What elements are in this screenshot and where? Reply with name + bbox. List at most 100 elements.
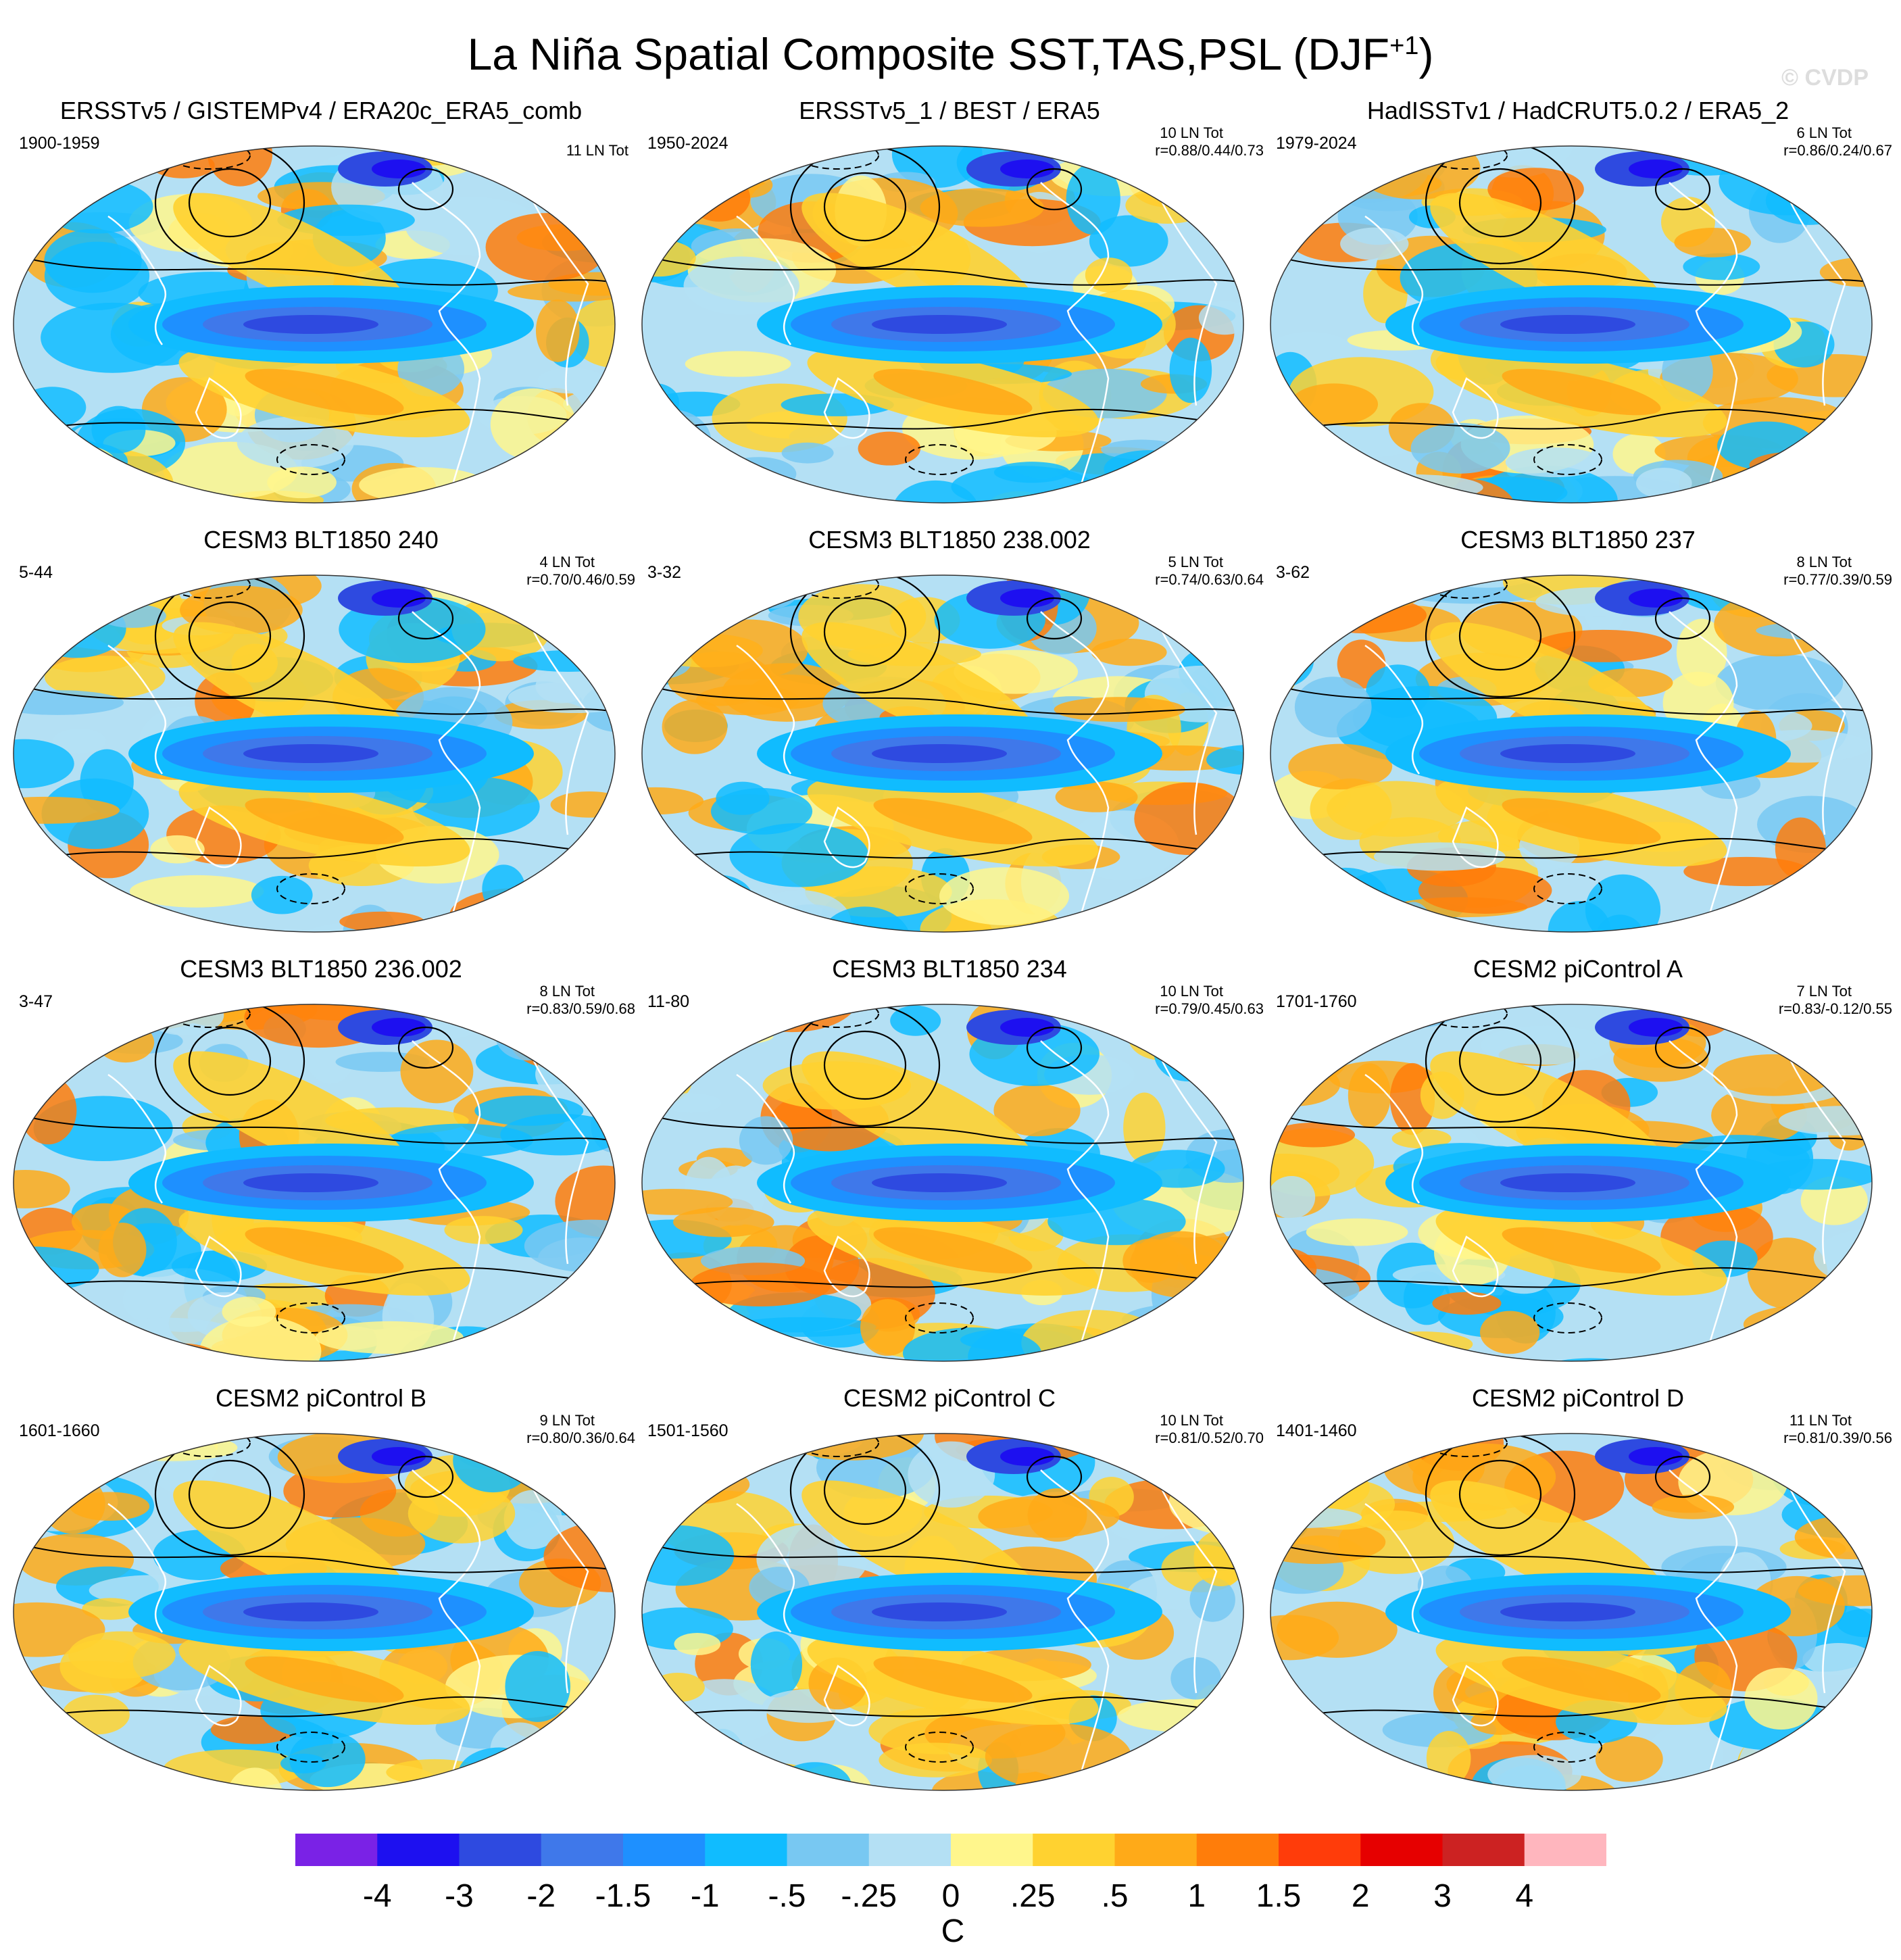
anomaly-blob <box>1122 1303 1243 1337</box>
map-outline <box>1270 1433 1873 1791</box>
colorbar-swatch <box>787 1834 870 1866</box>
psl-contour <box>1425 575 1576 698</box>
psl-contour <box>20 256 615 286</box>
panel-correlation: r=0.86/0.24/0.67 <box>1783 142 1892 159</box>
coastline <box>1040 182 1110 503</box>
anomaly-blob <box>1646 1725 1723 1783</box>
anomaly-blob <box>555 1165 615 1238</box>
anomaly-blob <box>687 174 751 222</box>
colorbar-tick-label: .5 <box>1101 1878 1129 1914</box>
map-outline <box>641 145 1244 504</box>
anomaly-blob <box>14 1169 70 1208</box>
panel-correlation: r=0.77/0.39/0.59 <box>1783 571 1892 588</box>
psl-contour <box>188 601 272 671</box>
psl-contour <box>648 408 1243 433</box>
cold-canada-core <box>372 589 426 608</box>
anomaly-blob <box>1749 451 1848 479</box>
cold-canada-core <box>372 1447 426 1466</box>
anomaly-blob <box>1683 856 1810 887</box>
colorbar-tick-label: 3 <box>1433 1878 1452 1914</box>
anomaly-blob <box>14 1703 70 1769</box>
cold-canada-core <box>1000 160 1054 178</box>
anomaly-blob <box>1270 608 1317 639</box>
coastline <box>533 631 589 835</box>
anomaly-blob <box>80 749 134 814</box>
cold-tongue-center <box>243 744 378 763</box>
colorbar-tick-label: 2 <box>1351 1878 1370 1914</box>
anomaly-blob <box>19 1693 77 1757</box>
anomaly-blob <box>1154 1024 1223 1082</box>
anomaly-blob <box>1307 597 1427 634</box>
psl-contour <box>188 1459 272 1529</box>
psl-contour <box>20 1696 615 1721</box>
psl-contour <box>20 1267 615 1292</box>
warm-south-pacific-core <box>245 368 404 416</box>
cold-canada-core <box>372 160 426 178</box>
map-plot <box>13 1433 616 1791</box>
anomaly-blob <box>129 875 264 908</box>
psl-contour-negative <box>276 873 345 904</box>
coastline <box>107 644 167 775</box>
anomaly-blob <box>1744 1667 1818 1730</box>
psl-contour <box>20 837 615 862</box>
anomaly-blob <box>563 1719 615 1772</box>
coastline <box>736 215 795 345</box>
colorbar-swatch <box>1279 1834 1361 1866</box>
cold-canada-core <box>1000 589 1054 608</box>
anomaly-blob <box>1679 576 1763 611</box>
coastline <box>736 1502 795 1633</box>
map-plot <box>641 574 1244 933</box>
anomaly-blob <box>1780 595 1872 641</box>
psl-contour <box>1026 1455 1083 1498</box>
panel-count: 5 LN Tot <box>1168 554 1223 570</box>
anomaly-blob <box>444 1216 523 1244</box>
anomaly-blob <box>42 179 153 234</box>
eurasia-anomaly <box>27 1019 135 1049</box>
psl-contour <box>1277 685 1872 715</box>
anomaly-blob <box>267 466 337 499</box>
coastline <box>1669 611 1738 932</box>
coastline <box>107 1073 167 1204</box>
anomaly-blob <box>1129 1753 1214 1784</box>
anomaly-blob <box>535 299 580 362</box>
anomaly-blob <box>98 1222 147 1277</box>
panel-count: 6 LN Tot <box>1796 124 1852 141</box>
cold-tongue-center <box>1500 1173 1635 1192</box>
colorbar-tick-label: 1.5 <box>1256 1878 1302 1914</box>
anomaly-blob <box>513 650 615 672</box>
panel-years: 3-62 <box>1276 563 1310 582</box>
coastline <box>195 806 242 868</box>
warm-south-pacific-core <box>873 1227 1033 1274</box>
psl-contour-negative <box>905 444 974 475</box>
panel-correlation: r=0.88/0.44/0.73 <box>1155 142 1264 159</box>
anomaly-blob <box>482 864 526 913</box>
anomaly-blob <box>1294 677 1372 738</box>
anomaly-blob <box>14 739 74 789</box>
anomaly-blob <box>662 1093 722 1113</box>
anomaly-blob <box>1837 1609 1872 1638</box>
anomaly-blob <box>642 1008 764 1034</box>
psl-contour <box>648 256 1243 286</box>
anomaly-blob <box>1389 1062 1435 1135</box>
panel-count: 4 LN Tot <box>539 554 595 570</box>
anomaly-blob <box>1214 591 1243 652</box>
psl-contour <box>823 1455 907 1525</box>
map-panel: CESM2 piControl A 1701-1760 7 LN Tot r=0.83… <box>1264 953 1892 1413</box>
cold-canada-core <box>1000 1447 1054 1466</box>
psl-contour <box>648 1267 1243 1292</box>
coastline <box>1452 806 1499 868</box>
cold-canada-core <box>1629 160 1683 178</box>
panel-title: HadISSTv1 / HadCRUT5.0.2 / ERA5_2 <box>1366 97 1789 124</box>
anomaly-blob <box>1272 1123 1356 1148</box>
psl-contour <box>648 1544 1243 1573</box>
panel-years: 3-32 <box>647 563 682 582</box>
colorbar <box>295 1834 1606 1866</box>
anomaly-blob <box>14 1602 105 1657</box>
coastline <box>1789 202 1846 406</box>
anomaly-blob <box>44 656 166 699</box>
anomaly-blob <box>406 1774 541 1790</box>
anomaly-blob <box>1189 1577 1235 1622</box>
panel-title: CESM3 BLT1850 237 <box>1460 526 1696 554</box>
coastline <box>736 644 795 775</box>
chart-title-superscript: +1 <box>1389 32 1419 60</box>
